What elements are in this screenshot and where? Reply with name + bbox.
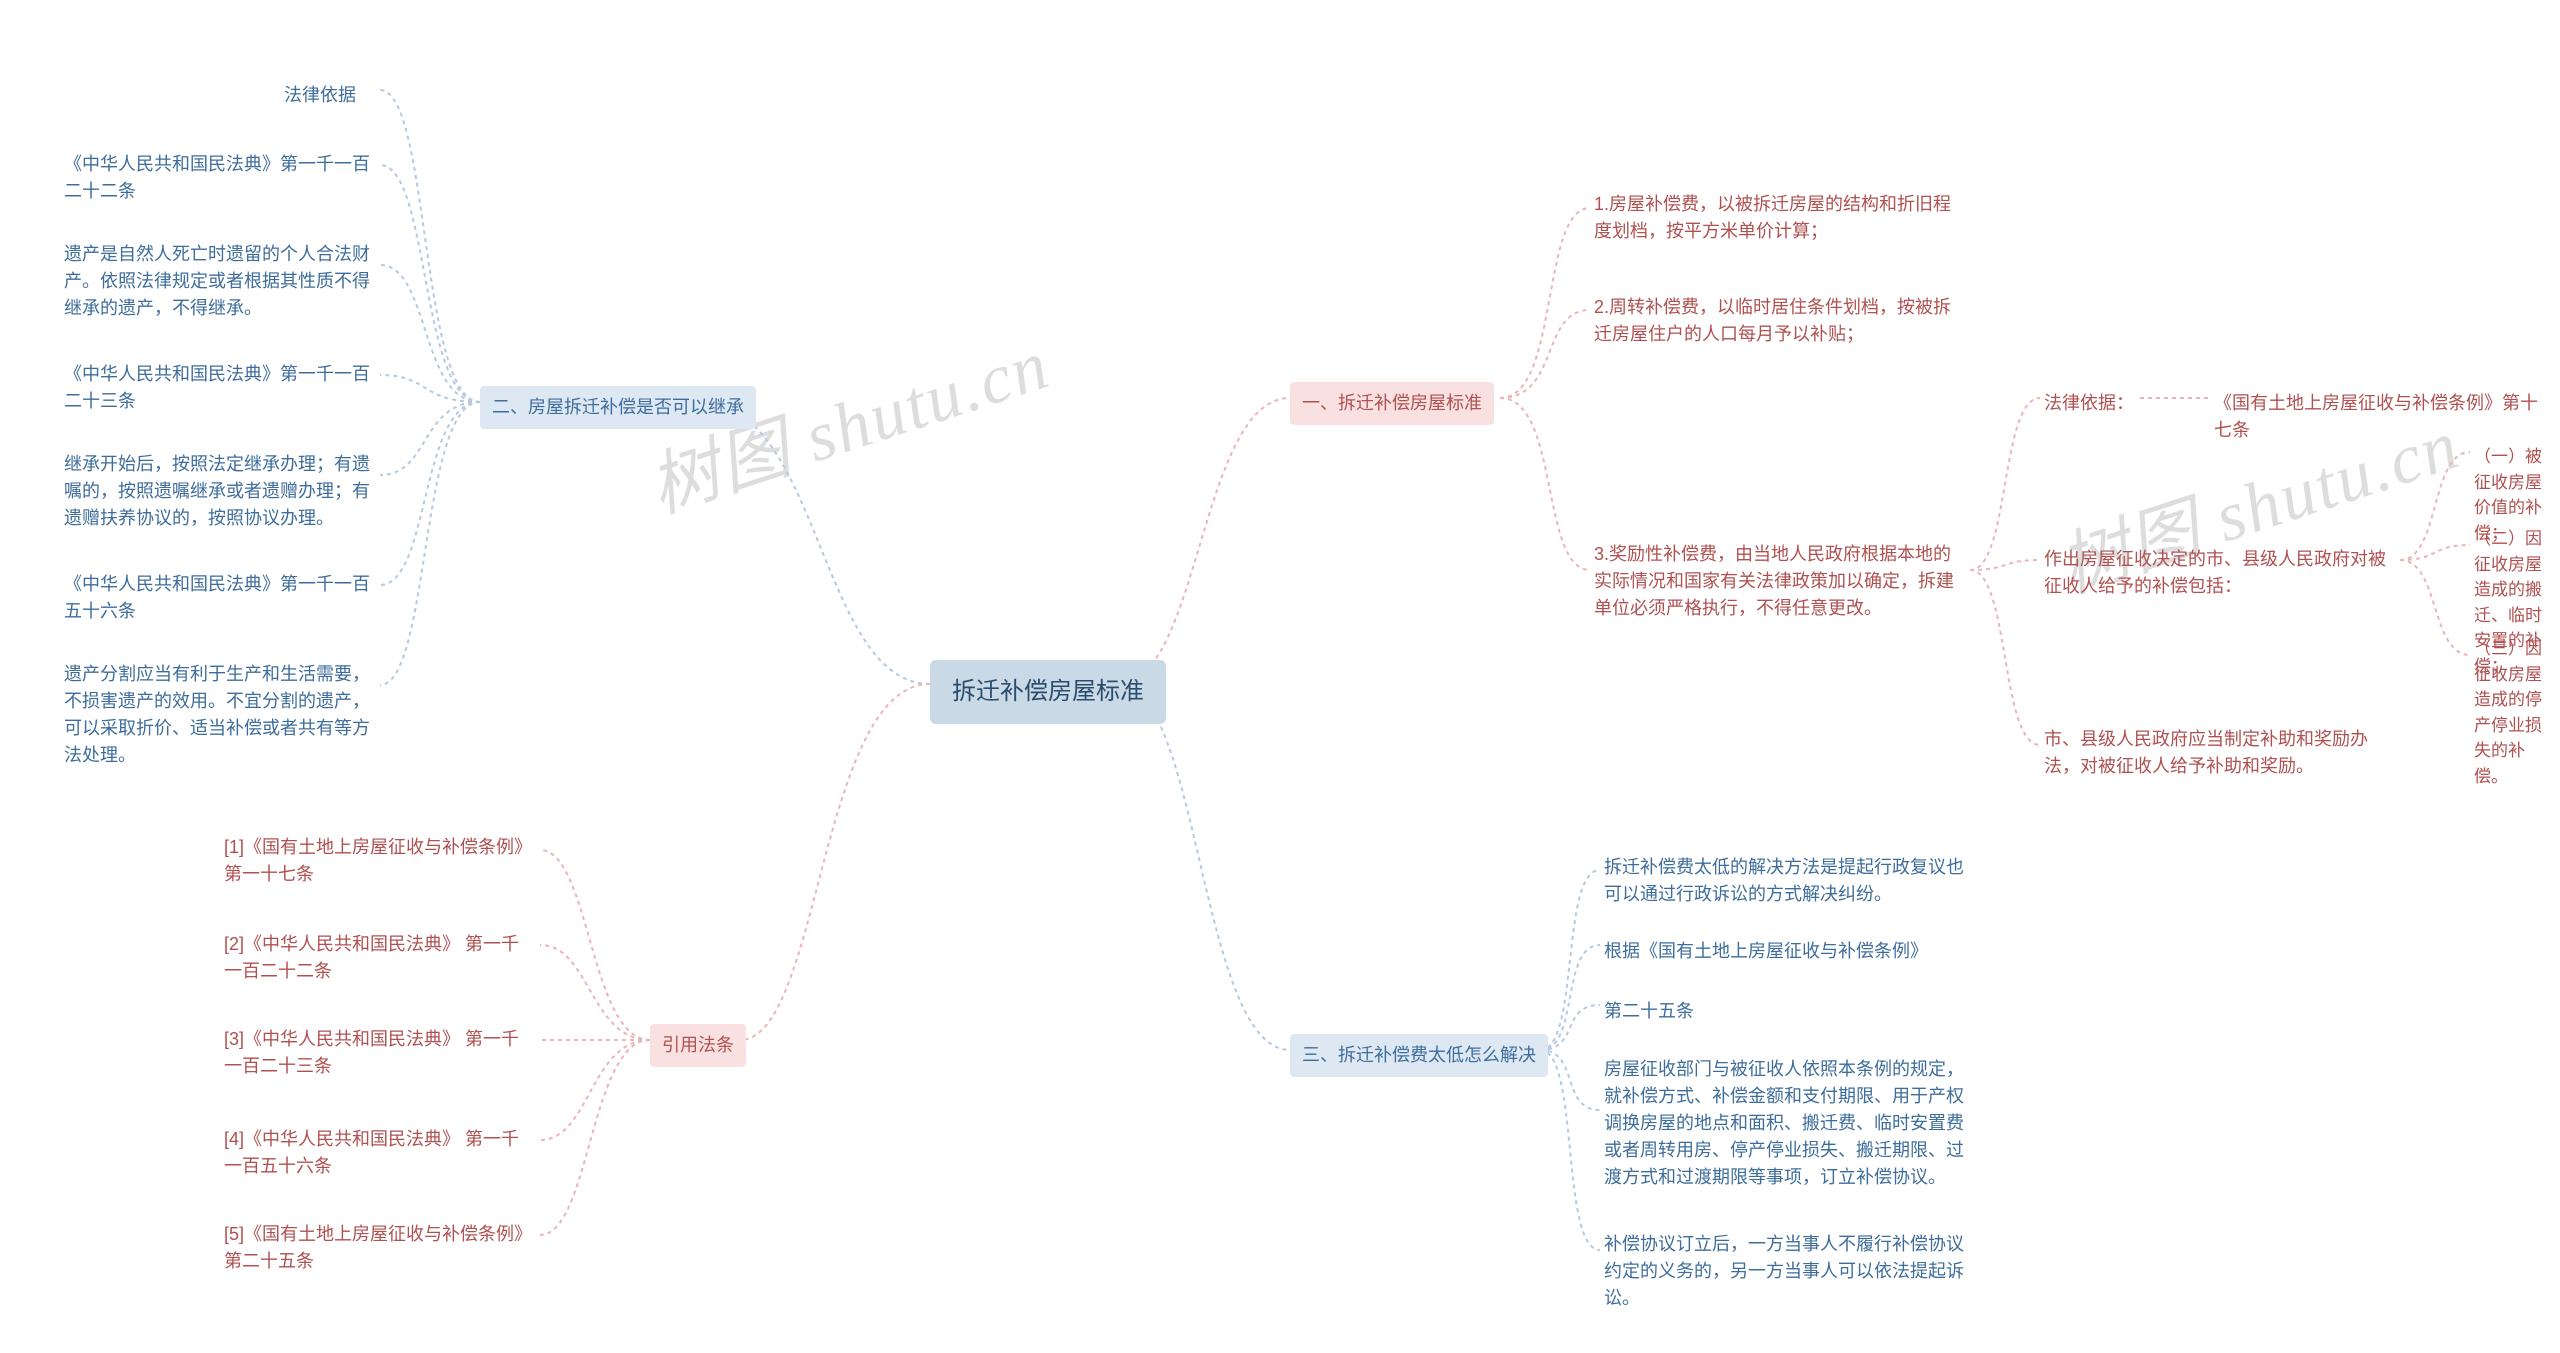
branch-4: 引用法条 bbox=[650, 1024, 746, 1067]
branch-2-c7: 遗产分割应当有利于生产和生活需要，不损害遗产的效用。不宜分割的遗产，可以采取折价… bbox=[60, 655, 380, 775]
branch-1-c3: 3.奖励性补偿费，由当地人民政府根据本地的实际情况和国家有关法律政策加以确定，拆… bbox=[1590, 535, 1970, 628]
branch-3-c4: 房屋征收部门与被征收人依照本条例的规定，就补偿方式、补偿金额和支付期限、用于产权… bbox=[1600, 1050, 1980, 1197]
branch-1-c2: 2.周转补偿费，以临时居住条件划档，按被拆迁房屋住户的人口每月予以补贴； bbox=[1590, 288, 1970, 354]
branch-4-c1: [1]《国有土地上房屋征收与补偿条例》 第一十七条 bbox=[220, 828, 540, 894]
branch-3-c2: 根据《国有土地上房屋征收与补偿条例》 bbox=[1600, 932, 1932, 971]
branch-3-c1: 拆迁补偿费太低的解决方法是提起行政复议也可以通过行政诉讼的方式解决纠纷。 bbox=[1600, 848, 1980, 914]
branch-1-c3-a: 作出房屋征收决定的市、县级人民政府对被征收人给予的补偿包括： bbox=[2040, 540, 2400, 606]
branch-2-c5: 继承开始后，按照法定继承办理；有遗嘱的，按照遗嘱继承或者遗赠办理；有遗赠扶养协议… bbox=[60, 445, 380, 538]
branch-3: 三、拆迁补偿费太低怎么解决 bbox=[1290, 1034, 1548, 1077]
branch-1: 一、拆迁补偿房屋标准 bbox=[1290, 382, 1494, 425]
branch-2-c1: 法律依据 bbox=[280, 76, 360, 115]
branch-1-c3-a3: （三）因征收房屋造成的停产停业损失的补偿。 bbox=[2470, 630, 2560, 795]
branch-2-c6: 《中华人民共和国民法典》第一千一百五十六条 bbox=[60, 565, 380, 631]
branch-2: 二、房屋拆迁补偿是否可以继承 bbox=[480, 386, 756, 429]
branch-4-c5: [5]《国有土地上房屋征收与补偿条例》 第二十五条 bbox=[220, 1215, 540, 1281]
branch-2-c3: 遗产是自然人死亡时遗留的个人合法财产。依照法律规定或者根据其性质不得继承的遗产，… bbox=[60, 235, 380, 328]
branch-4-c3: [3]《中华人民共和国民法典》 第一千一百二十三条 bbox=[220, 1020, 540, 1086]
branch-4-c4: [4]《中华人民共和国民法典》 第一千一百五十六条 bbox=[220, 1120, 540, 1186]
branch-3-c5: 补偿协议订立后，一方当事人不履行补偿协议约定的义务的，另一方当事人可以依法提起诉… bbox=[1600, 1225, 1980, 1318]
branch-2-c4: 《中华人民共和国民法典》第一千一百二十三条 bbox=[60, 355, 380, 421]
branch-2-c2: 《中华人民共和国民法典》第一千一百二十二条 bbox=[60, 145, 380, 211]
branch-3-c3: 第二十五条 bbox=[1600, 992, 1698, 1031]
branch-4-c2: [2]《中华人民共和国民法典》 第一千一百二十二条 bbox=[220, 925, 540, 991]
branch-1-c1: 1.房屋补偿费，以被拆迁房屋的结构和折旧程度划档，按平方米单价计算； bbox=[1590, 185, 1970, 251]
branch-1-c3-lawlabel: 法律依据： bbox=[2040, 384, 2138, 423]
branch-1-c3-b: 市、县级人民政府应当制定补助和奖励办法，对被征收人给予补助和奖励。 bbox=[2040, 720, 2400, 786]
root-node: 拆迁补偿房屋标准 bbox=[930, 660, 1166, 724]
